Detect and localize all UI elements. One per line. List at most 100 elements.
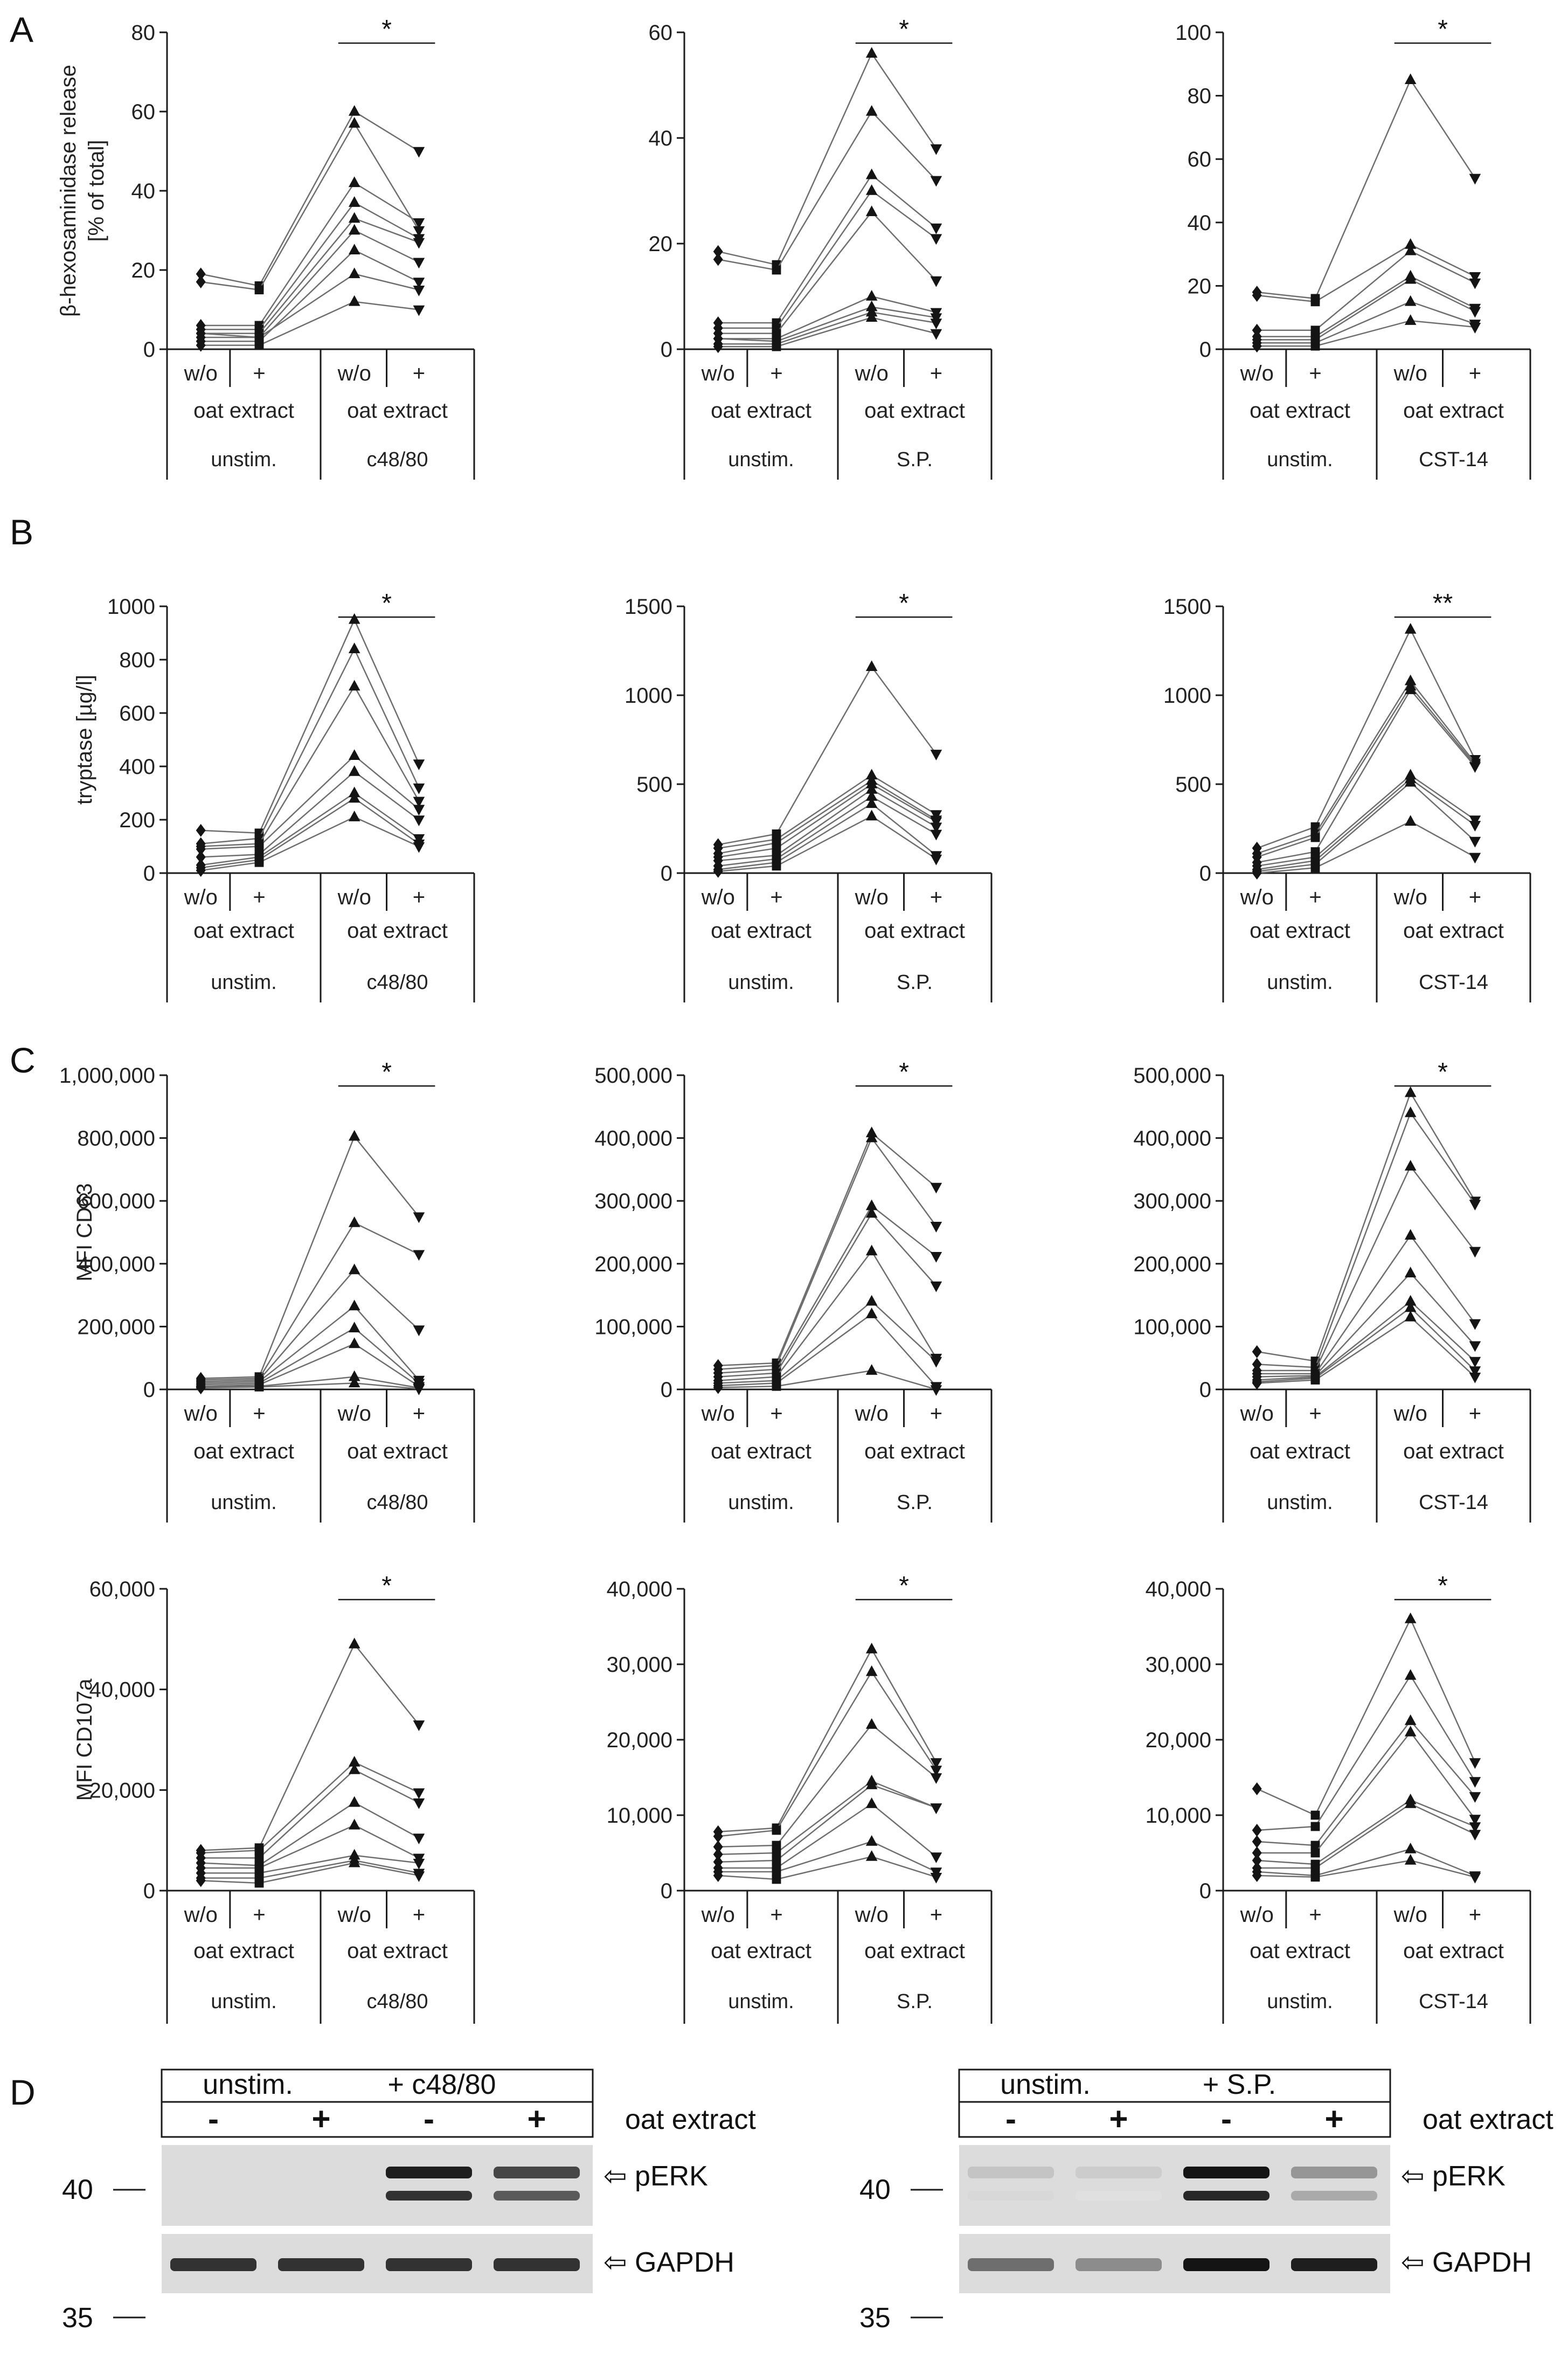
blot-header-box xyxy=(161,2068,594,2138)
data-point-triangle-down xyxy=(930,1758,942,1769)
data-point-triangle-up xyxy=(348,1130,360,1141)
y-tick-label: 60 xyxy=(649,21,673,45)
y-tick-label: 800,000 xyxy=(77,1127,155,1151)
data-point-triangle-up xyxy=(348,176,360,188)
series-line xyxy=(718,1724,937,1848)
condition-label: w/o xyxy=(701,1903,735,1927)
data-point-triangle-down xyxy=(413,1834,425,1844)
data-point-triangle-up xyxy=(348,105,360,116)
y-tick-label: 0 xyxy=(143,862,155,885)
condition-label: + xyxy=(413,1903,425,1927)
treatment-label: oat extract xyxy=(1250,1440,1350,1463)
series-line xyxy=(200,122,420,291)
data-point-triangle-down xyxy=(930,329,942,340)
series-line xyxy=(718,802,937,870)
data-point-square xyxy=(1310,1822,1320,1831)
chart-B1: 0 200 400 600 800 1000 tryptase [µg/l] w/o + w/o +… xyxy=(73,589,475,1002)
data-point-diamond xyxy=(196,267,206,281)
y-tick-label: 200,000 xyxy=(594,1253,672,1276)
series-line xyxy=(718,52,937,266)
series-line xyxy=(200,1855,419,1874)
data-point-diamond xyxy=(713,1840,723,1853)
data-point-diamond xyxy=(713,253,723,266)
y-tick-label: 500,000 xyxy=(594,1064,672,1088)
data-point-square xyxy=(254,1382,264,1392)
condition-label: w/o xyxy=(1393,362,1427,385)
y-tick-label: 1000 xyxy=(107,595,155,619)
condition-label: w/o xyxy=(1240,1402,1274,1426)
y-tick-label: 40,000 xyxy=(1146,1578,1211,1601)
perk-band-lower xyxy=(968,2191,1054,2201)
series-line xyxy=(718,1300,937,1384)
y-tick-label: 40 xyxy=(1188,211,1212,235)
data-point-diamond xyxy=(196,327,206,340)
data-point-square xyxy=(254,1845,264,1855)
significance-marker: * xyxy=(381,15,392,44)
series-line xyxy=(200,1135,420,1379)
data-point-triangle-down xyxy=(413,1250,425,1261)
perk-band xyxy=(968,2167,1054,2178)
data-point-triangle-down xyxy=(930,319,942,329)
gapdh-band xyxy=(386,2258,472,2271)
data-point-triangle-up xyxy=(1404,1669,1417,1680)
blot-header-control: unstim. xyxy=(203,2069,293,2100)
perk-membrane xyxy=(162,2145,593,2226)
chart-A2: 0 20 40 60 w/o + w/o + oat extract oat extract uns… xyxy=(649,15,993,480)
condition-label: + xyxy=(770,1903,782,1927)
data-point-diamond xyxy=(713,1869,723,1882)
y-tick-label: 1500 xyxy=(625,595,672,619)
y-tick-label: 0 xyxy=(143,1879,155,1903)
series-line xyxy=(200,202,420,330)
data-point-triangle-down xyxy=(413,797,425,808)
y-tick-label: 600,000 xyxy=(77,1189,155,1213)
chart-C3: 0 100,000 200,000 300,000 400,000 500,000 w/o +… xyxy=(1133,1058,1531,1523)
y-axis-label: MFI CD107a xyxy=(73,1678,96,1801)
series-line xyxy=(1257,1111,1476,1368)
data-point-triangle-up xyxy=(1404,1613,1417,1623)
y-tick-label: 400 xyxy=(119,755,155,779)
series-line xyxy=(200,771,420,858)
data-point-triangle-down xyxy=(413,147,425,158)
series-line xyxy=(200,110,420,287)
data-point-triangle-up xyxy=(865,1850,878,1861)
data-point-triangle-up xyxy=(348,1370,360,1381)
y-tick-label: 40,000 xyxy=(89,1678,155,1702)
y-tick-label: 10,000 xyxy=(607,1804,672,1828)
data-point-triangle-up xyxy=(865,105,878,116)
data-point-triangle-down xyxy=(1469,1357,1481,1368)
data-point-diamond xyxy=(1252,1782,1262,1795)
data-point-square xyxy=(772,1874,781,1884)
data-point-square xyxy=(1310,1863,1320,1873)
y-tick-label: 1500 xyxy=(1163,595,1211,619)
data-point-triangle-up xyxy=(1404,1229,1417,1240)
series-line xyxy=(200,1824,419,1869)
blot-treatment-label: oat extract xyxy=(1423,2104,1553,2135)
y-tick-label: 0 xyxy=(661,1378,672,1402)
condition-label: w/o xyxy=(855,362,889,385)
data-point-triangle-up xyxy=(348,196,360,207)
condition-label: + xyxy=(1469,362,1481,385)
data-point-square xyxy=(1310,1375,1320,1385)
series-line xyxy=(718,783,937,858)
data-point-triangle-up xyxy=(1404,1797,1417,1808)
lane-sign: + xyxy=(311,2101,330,2137)
data-point-triangle-up xyxy=(865,205,878,216)
data-point-triangle-up xyxy=(1404,683,1417,694)
data-point-triangle-up xyxy=(1404,244,1417,255)
treatment-label: oat extract xyxy=(864,919,965,943)
data-point-triangle-down xyxy=(930,1773,942,1784)
data-point-triangle-down xyxy=(1469,821,1481,832)
data-point-diamond xyxy=(1252,1376,1262,1390)
series-line xyxy=(1257,250,1475,331)
condition-label: + xyxy=(253,1402,265,1426)
condition-label: + xyxy=(1309,1903,1321,1927)
y-tick-label: 0 xyxy=(143,338,155,362)
series-line xyxy=(718,1250,937,1381)
control-label: unstim. xyxy=(728,971,794,994)
series-line xyxy=(200,1327,420,1386)
data-point-triangle-down xyxy=(930,829,942,841)
data-point-triangle-down xyxy=(413,218,425,229)
data-point-diamond xyxy=(196,1381,206,1395)
y-tick-label: 400,000 xyxy=(77,1253,155,1276)
data-point-triangle-down xyxy=(930,1873,942,1884)
